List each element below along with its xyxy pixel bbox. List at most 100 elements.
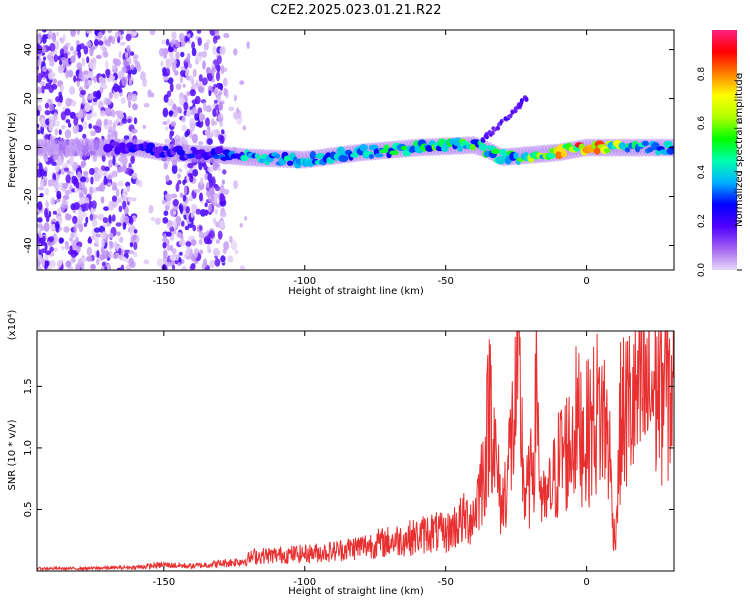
- spectrogram-speckle: [246, 41, 250, 49]
- spectrogram-speckle: [56, 31, 60, 37]
- spectrogram-branch-blob: [510, 110, 515, 115]
- spectrogram-speckle: [214, 208, 218, 215]
- spectrogram-speckle: [138, 179, 143, 188]
- spectrogram-speckle: [175, 51, 180, 60]
- spectrogram-speckle: [93, 227, 101, 233]
- spectrogram-speckle: [163, 94, 169, 103]
- spectrogram-speckle: [189, 89, 196, 97]
- spectrogram-speckle: [181, 266, 187, 270]
- spectrogram-speckle: [64, 189, 70, 196]
- spectrogram-band-core: [359, 144, 368, 152]
- spectrogram-speckle: [142, 124, 146, 129]
- spectrogram-speckle: [37, 109, 41, 117]
- spectrogram-speckle: [90, 176, 94, 185]
- spectrogram-speckle: [167, 77, 174, 85]
- spectrogram-speckle: [48, 116, 55, 124]
- spectrogram-speckle: [88, 123, 92, 129]
- spectrogram-speckle: [40, 117, 46, 128]
- spectrogram-speckle: [187, 33, 191, 38]
- spectrogram-speckle: [37, 223, 43, 229]
- spectrogram-speckle: [166, 118, 171, 125]
- spectrogram-speckle: [208, 90, 212, 97]
- spectrogram-speckle: [161, 199, 167, 205]
- spectrogram-speckle: [107, 133, 111, 140]
- spectrogram-y-axis-label: Frequency (Hz): [7, 112, 18, 188]
- spectrogram-speckle: [167, 98, 174, 107]
- spectrogram-speckle: [73, 202, 80, 211]
- spectrogram-speckle: [80, 89, 87, 96]
- snr-frame: [36, 330, 675, 572]
- spectrogram-speckle: [184, 131, 189, 138]
- spectrogram-speckle: [78, 108, 84, 119]
- spectrogram-speckle: [121, 256, 127, 262]
- spectrogram-band-core: [214, 146, 224, 155]
- spectrogram-speckle: [179, 204, 184, 215]
- spectrogram-speckle: [175, 83, 182, 90]
- spectrogram-speckle: [64, 242, 70, 251]
- spectrogram-speckle: [119, 41, 126, 46]
- spectrogram-band-core: [368, 154, 374, 159]
- spectrogram-speckle: [166, 90, 172, 98]
- spectrogram-speckle: [115, 222, 122, 227]
- spectrogram-band-core: [457, 145, 464, 152]
- spectrogram-speckle: [217, 166, 221, 172]
- spectrogram-speckle: [69, 245, 73, 252]
- spectrogram-speckle: [176, 106, 182, 113]
- spectrogram-speckle: [161, 39, 167, 45]
- spectrogram-speckle: [83, 222, 88, 227]
- spectrogram-speckle: [40, 248, 47, 254]
- spectrogram-speckle: [213, 121, 218, 125]
- spectrogram-speckle: [37, 157, 40, 165]
- spectrogram-speckle: [214, 194, 218, 204]
- spectrogram-speckle: [239, 223, 243, 228]
- spectrogram-speckle: [186, 91, 191, 97]
- spectrogram-speckle: [42, 34, 47, 44]
- spectrogram-speckle: [121, 118, 128, 124]
- spectrogram-speckle: [133, 242, 138, 250]
- spectrogram-speckle: [114, 58, 122, 67]
- spectrogram-speckle: [54, 120, 61, 127]
- spectrogram-speckle: [229, 235, 233, 244]
- snr-y-tick-label: 1.5: [23, 378, 34, 394]
- spectrogram-speckle: [133, 117, 138, 125]
- spectrogram-x-tick-label: 0: [583, 276, 589, 287]
- spectrogram-speckle: [172, 210, 177, 215]
- spectrogram-speckle: [126, 44, 131, 52]
- spectrogram-speckle: [37, 72, 42, 83]
- spectrogram-branch-blob: [496, 126, 500, 131]
- spectrogram-speckle: [130, 223, 135, 230]
- spectrogram-speckle: [175, 39, 179, 48]
- spectrogram-speckle: [104, 249, 109, 260]
- spectrogram-speckle: [109, 240, 113, 246]
- spectrogram-speckle: [184, 185, 188, 195]
- spectrogram-speckle: [121, 76, 128, 87]
- spectrogram-band-core: [146, 142, 156, 150]
- spectrogram-speckle: [127, 118, 132, 124]
- spectrogram-speckle: [185, 241, 192, 247]
- spectrogram-speckle: [184, 69, 189, 77]
- spectrogram-speckle: [37, 86, 42, 95]
- spectrogram-speckle: [65, 213, 72, 221]
- spectrogram-band-core: [374, 153, 384, 158]
- spectrogram-speckle: [160, 60, 164, 67]
- spectrogram-speckle: [49, 58, 55, 67]
- spectrogram-speckle: [167, 261, 172, 267]
- spectrogram-speckle: [83, 171, 89, 176]
- spectrogram-speckle: [57, 64, 64, 74]
- spectrogram-speckle: [63, 226, 70, 233]
- spectrogram-speckle: [56, 208, 62, 213]
- spectrogram-band-core: [647, 147, 654, 153]
- spectrogram-speckle: [48, 236, 55, 243]
- spectrogram-speckle: [105, 60, 109, 70]
- spectrogram-speckle: [172, 103, 177, 111]
- spectrogram-speckle: [75, 181, 80, 189]
- spectrogram-y-ticks: -40 -20 0 20 40: [23, 43, 674, 254]
- spectrogram-speckle: [79, 176, 87, 183]
- spectrogram-speckle: [76, 223, 84, 229]
- spectrogram-speckle: [41, 84, 45, 94]
- snr-x-tick-label: -50: [438, 577, 454, 588]
- spectrogram-speckle: [194, 247, 199, 258]
- spectrogram-speckle: [96, 250, 100, 258]
- spectrogram-speckle: [72, 215, 78, 224]
